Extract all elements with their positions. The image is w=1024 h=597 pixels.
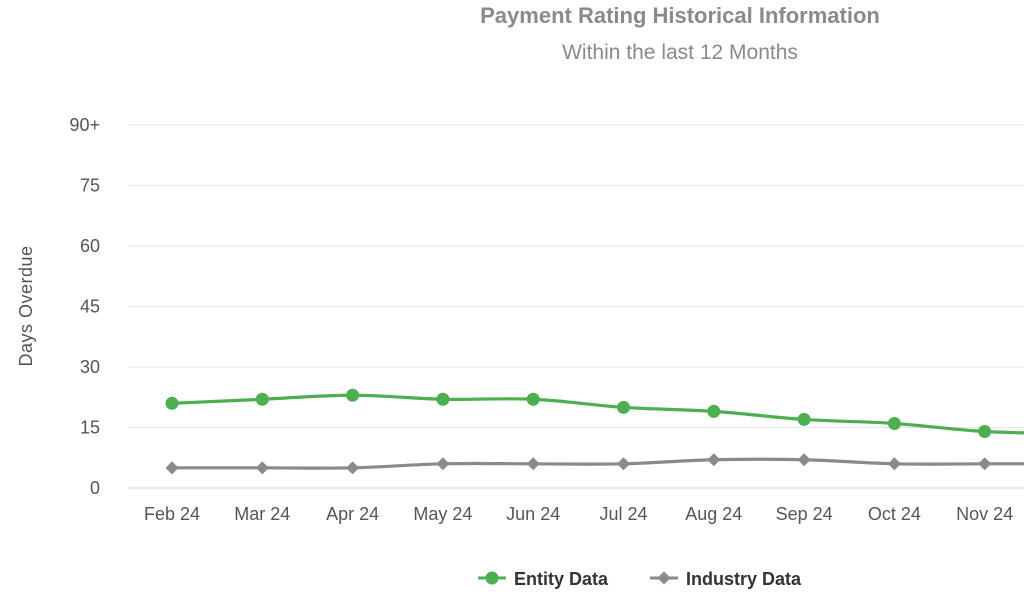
entity-data-point <box>707 404 721 418</box>
industry-data-point <box>255 461 269 475</box>
legend-item-industry-data[interactable]: Industry Data <box>650 569 802 589</box>
industry-data-point <box>617 457 630 471</box>
legend-item-entity-data[interactable]: Entity Data <box>478 569 609 589</box>
entity-data-point <box>617 400 630 414</box>
entity-data-point <box>978 425 992 439</box>
y-tick-label: 15 <box>80 418 100 438</box>
industry-data-series <box>165 453 1024 475</box>
y-tick-label: 75 <box>80 176 100 196</box>
industry-data-point <box>797 453 811 467</box>
x-axis-ticks: Feb 24 Mar 24 Apr 24 May 24 Jun 24 Jul 24 Aug … <box>144 504 1013 524</box>
industry-data-point <box>707 453 721 467</box>
y-axis-ticks: 0 15 30 45 60 75 90+ <box>69 115 100 498</box>
x-tick-label: Apr 24 <box>326 504 379 524</box>
entity-data-series <box>165 388 1024 439</box>
entity-data-point <box>255 392 269 406</box>
y-tick-label: 60 <box>80 236 100 256</box>
chart-subtitle: Within the last 12 Months <box>562 41 798 64</box>
y-tick-label: 45 <box>80 297 100 317</box>
industry-data-point <box>978 457 992 471</box>
y-tick-label: 90+ <box>69 115 100 135</box>
x-tick-label: Oct 24 <box>868 504 921 524</box>
x-tick-label: May 24 <box>413 504 472 524</box>
entity-data-point <box>526 392 540 406</box>
industry-data-point <box>346 461 360 475</box>
grid-lines <box>128 124 1024 489</box>
x-tick-label: Feb 24 <box>144 504 200 524</box>
legend-marker-icon <box>657 571 671 585</box>
y-tick-label: 30 <box>80 357 100 377</box>
entity-data-point <box>797 412 811 426</box>
legend-label: Industry Data <box>686 569 802 589</box>
legend-marker-icon <box>485 571 499 585</box>
chart-title: Payment Rating Historical Information <box>480 3 880 28</box>
x-tick-label: Sep 24 <box>776 504 833 524</box>
industry-data-point <box>436 457 450 471</box>
y-axis-title: Days Overdue <box>16 245 36 366</box>
x-tick-label: Nov 24 <box>956 504 1013 524</box>
x-tick-label: Jul 24 <box>599 504 647 524</box>
x-tick-label: Aug 24 <box>685 504 742 524</box>
plot-area <box>165 388 1024 475</box>
entity-data-point <box>436 392 450 406</box>
x-tick-label: Mar 24 <box>234 504 290 524</box>
entity-data-point <box>165 396 179 410</box>
entity-data-point <box>887 416 901 430</box>
x-tick-label: Jun 24 <box>506 504 560 524</box>
industry-data-point <box>526 457 540 471</box>
legend-label: Entity Data <box>514 569 609 589</box>
entity-data-point <box>346 388 360 402</box>
industry-data-point <box>887 457 901 471</box>
industry-data-point <box>165 461 179 475</box>
y-tick-label: 0 <box>90 478 100 498</box>
legend: Entity Data Industry Data <box>478 569 802 589</box>
